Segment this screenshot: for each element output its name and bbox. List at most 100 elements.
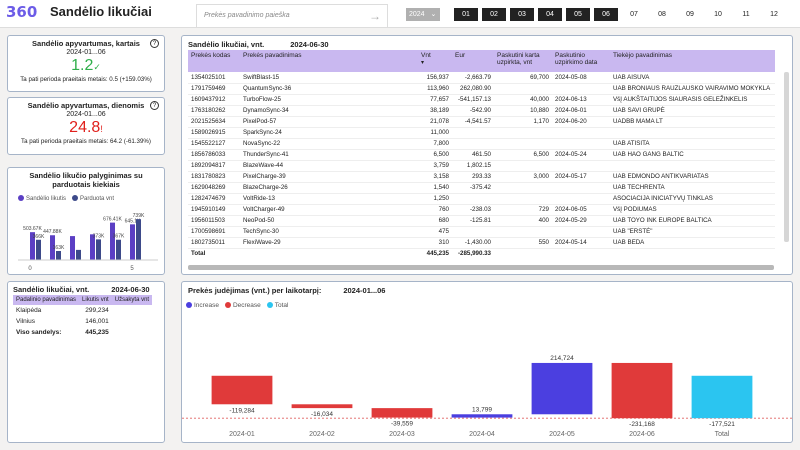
column-header[interactable]: Padalinio pavadinimas: [13, 295, 80, 305]
month-button-08[interactable]: 08: [650, 8, 674, 21]
table-cell: 2024-05-29: [552, 215, 610, 227]
table-cell: Klaipėda: [16, 307, 42, 314]
column-header[interactable]: Eur: [452, 50, 494, 72]
table-cell: DynamoSync-34: [240, 105, 418, 117]
table-cell: -541,157.13: [452, 94, 494, 106]
table-row[interactable]: 1629048269 BlazeCharge-26 1,540 -375.42 UAB …: [188, 182, 775, 194]
month-button-03[interactable]: 03: [510, 8, 534, 21]
legend-item[interactable]: Sandėlio likutis: [18, 195, 66, 202]
month-button-10[interactable]: 10: [706, 8, 730, 21]
vertical-scrollbar[interactable]: [784, 72, 789, 242]
alert-icon: !: [100, 124, 103, 134]
month-button-06[interactable]: 06: [594, 8, 618, 21]
month-button-12[interactable]: 12: [762, 8, 786, 21]
table-cell: UAB AISUVA: [610, 72, 775, 84]
table-cell: 760: [418, 204, 452, 216]
table-cell: [552, 160, 610, 172]
table-row[interactable]: 1545522127 NovaSync-22 7,800 UAB ATISITA: [188, 138, 775, 150]
table-cell: UAB ATISITA: [610, 138, 775, 150]
table-cell: [112, 316, 152, 327]
bar: [90, 234, 95, 260]
table-cell: 38,189: [418, 105, 452, 117]
legend-item[interactable]: Parduota vnt: [72, 195, 114, 202]
table-row[interactable]: Klaipėda 299,234: [13, 305, 152, 316]
warehouse-table: Padalinio pavadinimas Likutis vnt Užsakyta…: [13, 295, 153, 338]
table-cell: [552, 226, 610, 238]
legend-item[interactable]: Total: [266, 302, 289, 309]
column-header[interactable]: Vnt ▾: [418, 50, 452, 72]
help-icon[interactable]: ?: [150, 101, 159, 110]
table-cell: 6,500: [418, 149, 452, 161]
waterfall-bar: [531, 362, 593, 415]
table-cell: 2024-06-05: [552, 204, 610, 216]
table-row[interactable]: 1589026915 SparkSync-24 11,000: [188, 127, 775, 139]
table-cell: [112, 305, 152, 316]
table-cell: [552, 127, 610, 139]
table-cell: [494, 160, 552, 172]
warehouse-stock-panel: Sandėlio likučiai, vnt. 2024-06-30 Padal…: [7, 281, 165, 443]
column-header[interactable]: Užsakyta vnt: [111, 295, 153, 305]
table-row[interactable]: 1791759469 QuantumSync-36 113,960 262,080.9…: [188, 83, 775, 95]
legend-item[interactable]: Increase: [186, 302, 219, 309]
table-cell: ASOCIACIJA INICIATYVŲ TINKLAS: [610, 193, 775, 205]
table-row[interactable]: 1892094817 BlazeWave-44 3,759 1,802.15: [188, 160, 775, 172]
month-button-11[interactable]: 11: [734, 8, 758, 21]
month-button-02[interactable]: 02: [482, 8, 506, 21]
table-cell: 2021525634: [188, 116, 240, 128]
search-input[interactable]: Prekės pavadinimo paieška →: [196, 4, 388, 28]
column-header[interactable]: Paskutini karta uzpirkta, vnt: [494, 50, 552, 72]
table-cell: SwiftBlast-15: [240, 72, 418, 84]
horizontal-scrollbar[interactable]: [188, 265, 774, 270]
table-cell: UADBB MAMA LT: [610, 116, 775, 128]
table-cell: QuantumSync-36: [240, 83, 418, 95]
sort-descending-icon[interactable]: ▾: [421, 60, 425, 66]
table-row[interactable]: 1831780823 PixelCharge-39 3,158 293.33 3,000…: [188, 171, 775, 183]
table-cell: 680: [418, 215, 452, 227]
table-cell: 550: [494, 237, 552, 249]
table-cell: [452, 193, 494, 205]
table-row[interactable]: 1856786033 ThunderSync-41 6,500 461.50 6,500…: [188, 149, 775, 161]
table-row[interactable]: 1700598691 TechSync-30 475 UAB "ERSTĖ": [188, 226, 775, 238]
column-header[interactable]: Tiekėjo pavadinimas: [610, 50, 775, 72]
column-header[interactable]: Prekės pavadinimas: [240, 50, 418, 72]
table-scroll-area[interactable]: Prekės kodas Prekės pavadinimas Vnt ▾ Eur Pas…: [182, 36, 792, 258]
table-cell: 1763180262: [188, 105, 240, 117]
table-cell: -375.42: [452, 182, 494, 194]
table-cell: 2024-05-17: [552, 171, 610, 183]
table-cell: -2,663.79: [452, 72, 494, 84]
table-cell: [494, 226, 552, 238]
chart-title: Sandėlio likučio palyginimas su parduota…: [29, 171, 143, 189]
table-row[interactable]: 1609437912 TurboFlow-25 77,657 -541,157.13 4…: [188, 94, 775, 106]
table-row[interactable]: 2021525634 PixelPod-57 21,078 -4,541.57 1,17…: [188, 116, 775, 128]
legend-item[interactable]: Decrease: [224, 302, 261, 309]
stock-table-panel: Sandėlio likučiai, vnt. 2024-06-30 Prekė…: [181, 35, 793, 275]
year-dropdown[interactable]: 2024 ⌄: [406, 8, 440, 21]
table-row[interactable]: 1282474679 VoltRide-13 1,250 ASOCIACIJA INI…: [188, 193, 775, 205]
table-cell: -125.81: [452, 215, 494, 227]
table-row[interactable]: Vilnius 146,001: [13, 316, 152, 327]
table-row[interactable]: 1354025101 SwiftBlast-15 156,937 -2,663.79 6…: [188, 72, 775, 84]
month-button-05[interactable]: 05: [566, 8, 590, 21]
month-button-07[interactable]: 07: [622, 8, 646, 21]
help-icon[interactable]: ?: [150, 39, 159, 48]
column-header[interactable]: Paskutinio uzpirkimo data: [552, 50, 610, 72]
table-cell: [494, 182, 552, 194]
column-header[interactable]: Likutis vnt: [79, 295, 112, 305]
month-button-09[interactable]: 09: [678, 8, 702, 21]
table-row[interactable]: 1956011503 NeoPod-50 680 -125.81 400 2024-05-…: [188, 215, 775, 227]
data-label: 163K: [53, 245, 65, 251]
x-tick-label: Total: [715, 431, 730, 438]
table-cell: 1609437912: [188, 94, 240, 106]
legend-marker: [224, 302, 231, 309]
month-button-04[interactable]: 04: [538, 8, 562, 21]
arrow-right-icon[interactable]: →: [369, 9, 381, 23]
month-button-01[interactable]: 01: [454, 8, 478, 21]
column-header[interactable]: Prekės kodas: [188, 50, 240, 72]
table-row[interactable]: 1945910149 VoltCharger-49 760 -238.03 729 202…: [188, 204, 775, 216]
table-cell: VoltRide-13: [240, 193, 418, 205]
table-cell: VšĮ PODIUMAS: [610, 204, 775, 216]
table-row[interactable]: 1763180262 DynamoSync-34 38,189 -542.90 10,8…: [188, 105, 775, 117]
table-cell: [494, 193, 552, 205]
table-row[interactable]: 1802735011 FlexiWave-29 310 -1,430.00 550 202…: [188, 237, 775, 249]
